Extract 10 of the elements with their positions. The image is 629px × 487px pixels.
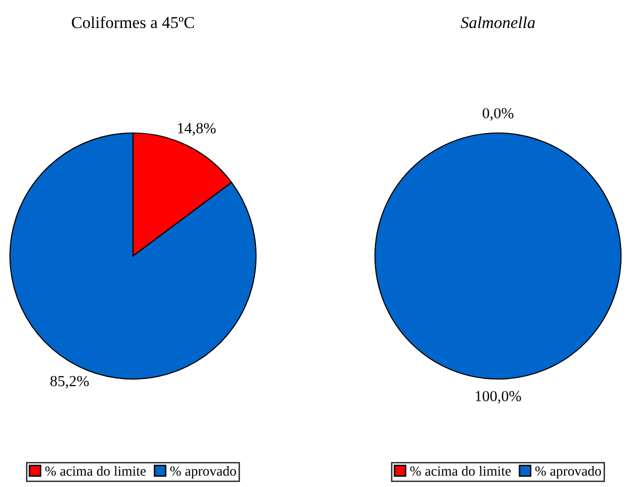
data-label: 14,8% — [178, 123, 216, 136]
data-label: 100,0% — [476, 390, 522, 404]
legend-label: % aprovado — [535, 466, 601, 479]
legend-label: % acima do limite — [410, 466, 511, 476]
data-label: 85,2% — [50, 376, 89, 388]
chart-title: Coliformes a 45ºC — [72, 16, 194, 28]
chart-title: Salmonella — [460, 16, 535, 28]
text: 0,0% — [482, 108, 514, 121]
legend-label: % acima do limite — [45, 466, 146, 476]
legend-label: % aprovado — [170, 466, 236, 479]
